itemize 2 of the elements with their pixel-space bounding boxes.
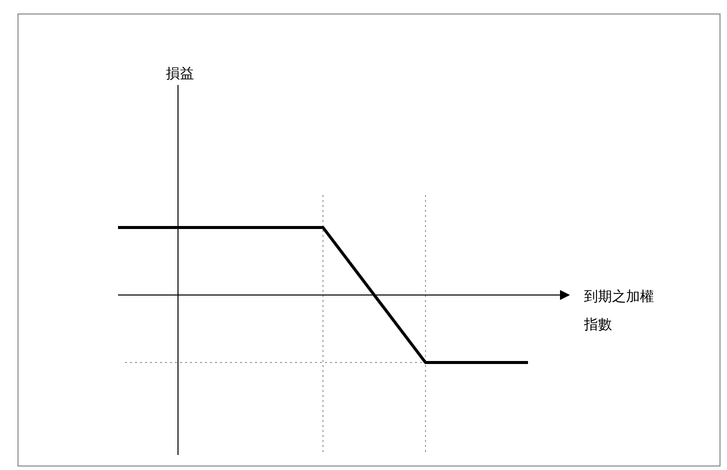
x-axis-title: 到期之加權指數 — [583, 289, 654, 333]
text: 損益 — [166, 66, 194, 82]
